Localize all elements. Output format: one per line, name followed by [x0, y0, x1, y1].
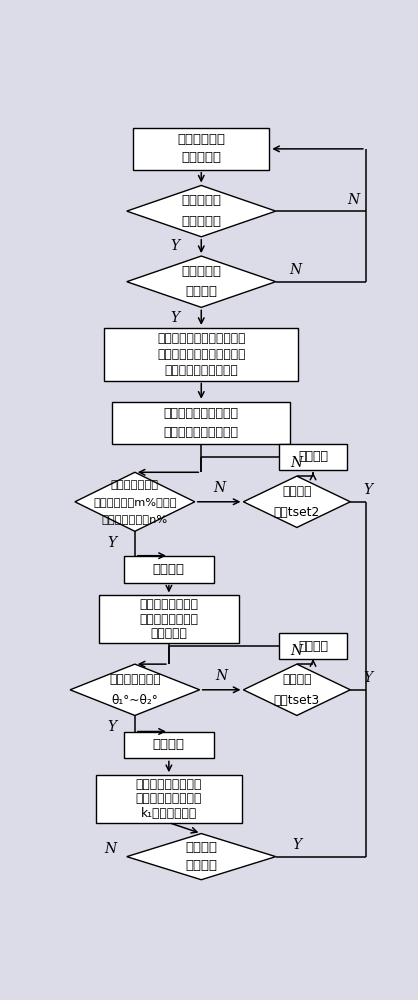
Polygon shape — [127, 256, 276, 307]
Text: 正常执行变压: 正常执行变压 — [177, 133, 225, 146]
Text: 是否满足: 是否满足 — [185, 841, 217, 854]
Text: 站内是否有: 站内是否有 — [181, 194, 221, 207]
Bar — [96, 775, 242, 823]
Text: 变压器空载: 变压器空载 — [181, 215, 221, 228]
Text: 停止计时: 停止计时 — [153, 738, 185, 751]
Text: 器差动保护: 器差动保护 — [181, 151, 221, 164]
Text: 停止计时: 停止计时 — [153, 563, 185, 576]
Text: 并开始计时: 并开始计时 — [150, 627, 187, 640]
Text: 相位差是否满足: 相位差是否满足 — [109, 673, 161, 686]
Text: Y: Y — [171, 311, 180, 325]
Text: 合闸侧电流，同时计时: 合闸侧电流，同时计时 — [164, 364, 238, 377]
Text: N: N — [215, 669, 227, 683]
Text: Y: Y — [171, 239, 180, 253]
Polygon shape — [70, 664, 200, 715]
Bar — [99, 595, 239, 643]
Text: 提高差动保护启动电: 提高差动保护启动电 — [136, 778, 202, 791]
Polygon shape — [75, 472, 195, 531]
Text: N: N — [289, 263, 301, 277]
Polygon shape — [243, 664, 350, 715]
Bar — [112, 402, 291, 444]
Text: 变二次谐波相位差: 变二次谐波相位差 — [139, 613, 199, 626]
Text: 达到tset2: 达到tset2 — [274, 506, 320, 519]
Text: 并作差流并获取合闸变压器: 并作差流并获取合闸变压器 — [157, 348, 245, 361]
Text: N: N — [291, 644, 303, 658]
Text: Y: Y — [364, 483, 373, 497]
Text: 空载变压器: 空载变压器 — [181, 265, 221, 278]
Text: 提取运行变压器的两侧电流: 提取运行变压器的两侧电流 — [157, 332, 245, 345]
Text: Y: Y — [107, 720, 117, 734]
Text: N: N — [291, 456, 303, 470]
Text: 做该变压器与空投: 做该变压器与空投 — [139, 598, 199, 611]
Text: 运行变压器二次: 运行变压器二次 — [111, 480, 159, 490]
Text: 谐波含量高于m%，基波: 谐波含量高于m%，基波 — [93, 497, 177, 507]
Text: k₁倍并停止计时: k₁倍并停止计时 — [141, 807, 197, 820]
Text: 达到tset3: 达到tset3 — [274, 694, 320, 707]
Text: 计时是否: 计时是否 — [282, 673, 311, 686]
Text: 是否合闸: 是否合闸 — [185, 285, 217, 298]
Text: 继续计时: 继续计时 — [298, 450, 328, 463]
Text: θ₁°~θ₂°: θ₁°~θ₂° — [112, 694, 158, 707]
Text: 次谐波含量和基波大小: 次谐波含量和基波大小 — [164, 426, 239, 439]
Text: 流定值到原启动值的: 流定值到原启动值的 — [136, 792, 202, 805]
Text: N: N — [347, 193, 359, 207]
Text: N: N — [104, 842, 117, 856]
Bar — [133, 128, 269, 170]
Text: Y: Y — [292, 838, 301, 852]
Bar — [124, 556, 214, 583]
Bar — [124, 732, 214, 758]
Text: N: N — [213, 481, 225, 495]
Text: 计算各变压器差流的二: 计算各变压器差流的二 — [164, 407, 239, 420]
Polygon shape — [127, 185, 276, 237]
Text: Y: Y — [107, 536, 117, 550]
Bar — [104, 328, 298, 381]
Text: 大于额定电流的n%: 大于额定电流的n% — [102, 514, 168, 524]
Text: Y: Y — [364, 671, 373, 685]
Polygon shape — [243, 476, 350, 527]
Text: 继续计时: 继续计时 — [298, 640, 328, 653]
Text: 计时是否: 计时是否 — [282, 485, 311, 498]
Text: 返回条件: 返回条件 — [185, 859, 217, 872]
Bar — [279, 633, 347, 659]
Bar — [279, 444, 347, 470]
Polygon shape — [127, 834, 276, 880]
